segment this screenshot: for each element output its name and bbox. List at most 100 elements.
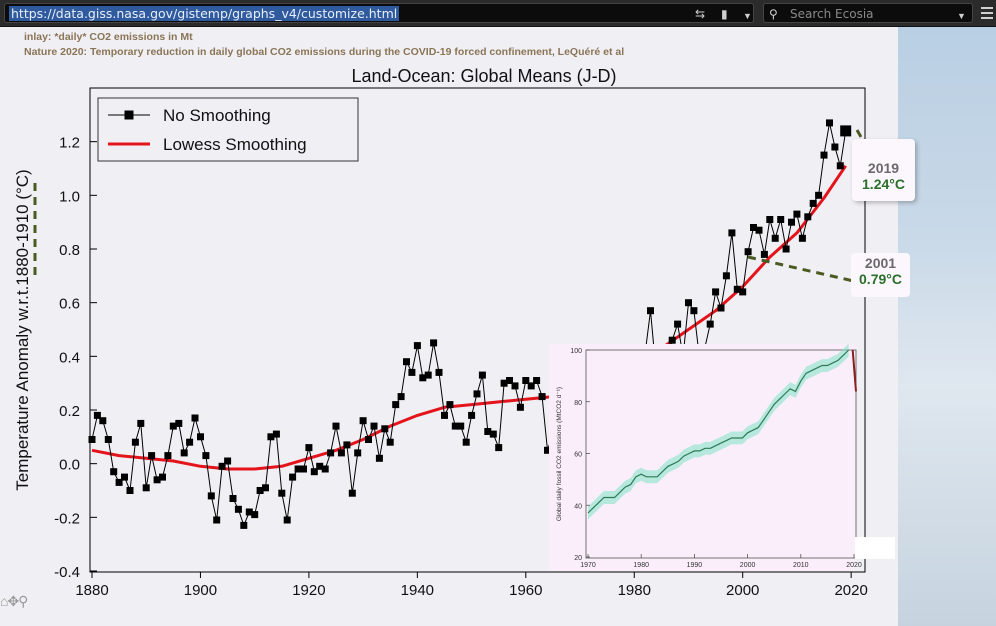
annual-point [750,224,757,231]
annual-point [354,449,362,457]
annual-point [408,368,416,376]
annual-point [234,505,242,513]
annual-point [126,487,134,494]
inset-x-tick-label: 2010 [793,562,809,569]
annual-point [419,374,427,382]
callout-2001-year: 2001 [864,255,897,271]
y-tick-label: 0.2 [59,403,80,420]
inset-y-tick-label: 80 [574,400,582,407]
y-axis-label: Temperature Anomaly w.r.t.1880-1910 (°C) [13,169,32,490]
inset-y-tick-label: 60 [574,452,582,459]
annual-point [262,484,269,492]
callout-2019: 2019 1.24°C [852,139,915,201]
annual-point [159,473,166,481]
annual-point [809,199,817,207]
annual-point [397,393,405,401]
annual-point [169,422,177,430]
inset-y-tick-label: 40 [574,503,582,510]
annual-point [533,377,541,384]
inset-x-tick-label: 1980 [633,562,649,569]
annual-point [191,414,199,422]
annual-point [506,377,513,384]
annual-point [375,454,383,462]
chart-title: Land-Ocean: Global Means (J-D) [351,66,616,86]
legend-lowess-smoothing: Lowess Smoothing [163,135,307,154]
y-tick-label: 0.4 [59,349,80,366]
annual-point [332,422,340,430]
annual-point [99,417,107,425]
annual-point [370,422,378,430]
annual-point [348,489,356,497]
annual-point [289,473,297,481]
annual-point [175,419,183,427]
browser-toolbar: https://data.giss.nasa.gov/gistemp/graph… [0,0,996,27]
inset-covid-drop [851,349,857,392]
annual-point [359,417,367,425]
annual-point [815,191,823,199]
inset-x-tick-label: 2020 [846,562,862,569]
annual-point [207,492,215,500]
annual-point [788,218,795,226]
annual-point [478,371,486,379]
annual-point [278,489,286,497]
menu-icon[interactable] [980,4,994,22]
annual-point [544,446,551,454]
inset-y-tick-label: 20 [574,555,582,562]
search-bar[interactable]: ⚲ Search Ecosia ▼ [763,3,973,23]
annual-point [826,119,833,127]
annual-point [104,436,112,443]
inset-x-tick-label: 1970 [580,562,596,569]
annual-point [771,234,779,242]
annual-point [451,422,459,430]
inlay-note: inlay: *daily* CO2 emissions in Mt [24,31,193,43]
tracking-icon[interactable]: ⇆ [695,7,706,21]
annual-point [316,462,324,470]
annual-point [300,465,307,473]
plot-frame [89,87,866,573]
callout-2019-year: 2019 [867,160,900,176]
y-tick-label: 0.6 [59,296,80,313]
annual-point [272,430,280,438]
annual-point [218,462,226,470]
desktop-background [898,27,996,626]
inset-band [588,343,849,520]
annual-point [820,151,828,159]
annual-point [538,393,546,401]
inset-y-axis-label: Global daily fossil CO2 emissions (MtCO2… [556,387,563,521]
callout-2019-value: 1.24°C [862,176,905,192]
annual-point [153,476,161,484]
annual-point [256,487,264,494]
annual-point [647,307,654,315]
annual-point [760,250,768,258]
chevron-down-icon[interactable]: ▼ [743,11,752,21]
source-note: Nature 2020: Temporary reduction in dail… [24,46,625,58]
url-text[interactable]: https://data.giss.nasa.gov/gistemp/graph… [9,6,400,21]
y-tick-label: -0.2 [54,510,80,527]
annual-point [744,248,752,256]
callout-2001: 2001 0.79°C [851,253,910,297]
y-tick-label: 1.2 [59,135,80,152]
annual-point [511,382,519,390]
search-input[interactable]: Search Ecosia [790,7,874,21]
search-engine-dropdown-icon[interactable]: ▼ [957,11,966,21]
annual-point [690,307,698,315]
bookmark-icon[interactable]: ▮ [721,7,728,21]
url-bar[interactable]: https://data.giss.nasa.gov/gistemp/graph… [4,3,754,23]
annual-point [706,320,714,328]
annual-point [180,449,188,457]
x-axis: 1880 1900 1920 1940 1960 1980 2000 2020 [75,572,868,599]
annual-point [148,452,156,460]
chart-nav-tools[interactable]: ⌂✥⚲ [0,593,28,609]
annual-point [495,444,503,452]
callout-2001-value: 0.79°C [859,271,902,287]
annual-point [473,390,481,398]
annual-point [435,368,443,376]
annual-point [164,452,172,460]
legend-annual-marker [124,110,134,120]
annual-point [798,234,806,242]
annual-point [782,245,790,253]
annual-point [381,425,389,433]
annual-point [430,339,438,347]
inset-y-tick-label: 100 [570,348,582,355]
co2-inset-chart: 20 40 60 80 100 1970 1980 1990 2000 2010 2020 Glo… [549,343,862,571]
